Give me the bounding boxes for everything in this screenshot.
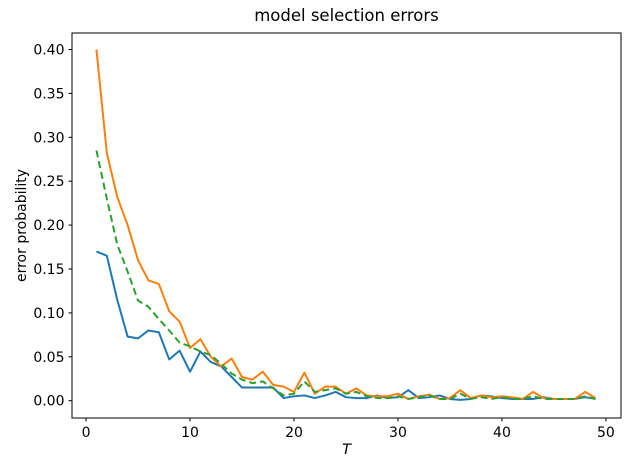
chart-title: model selection errors xyxy=(254,6,439,25)
y-tick-label: 0.40 xyxy=(33,43,64,59)
x-tick-label: 10 xyxy=(181,425,199,441)
x-tick-label: 50 xyxy=(597,425,615,441)
y-tick-label: 0.00 xyxy=(33,394,64,410)
y-axis-ticks: 0.00 0.05 0.10 0.15 0.20 0.25 0.30 0.35 0.40 xyxy=(33,43,72,410)
y-tick-label: 0.30 xyxy=(33,130,64,146)
y-tick-label: 0.05 xyxy=(33,350,64,366)
series-lines xyxy=(95,49,597,401)
series-blue-line xyxy=(96,250,596,401)
x-tick-label: 30 xyxy=(389,425,407,441)
y-tick-label: 0.15 xyxy=(33,262,64,278)
plot-area xyxy=(72,33,621,418)
x-tick-label: 20 xyxy=(285,425,303,441)
x-tick-label: 40 xyxy=(493,425,511,441)
y-tick-label: 0.20 xyxy=(33,218,64,234)
x-tick-label: 0 xyxy=(82,425,91,441)
y-tick-label: 0.25 xyxy=(33,174,64,190)
x-axis-ticks: 0 10 20 30 40 50 xyxy=(82,418,615,441)
series-green-dashed-line xyxy=(95,150,596,400)
y-tick-label: 0.35 xyxy=(33,86,64,102)
x-axis-label: T xyxy=(342,442,352,458)
y-axis-label: error probability xyxy=(14,169,30,282)
y-tick-label: 0.10 xyxy=(33,306,64,322)
